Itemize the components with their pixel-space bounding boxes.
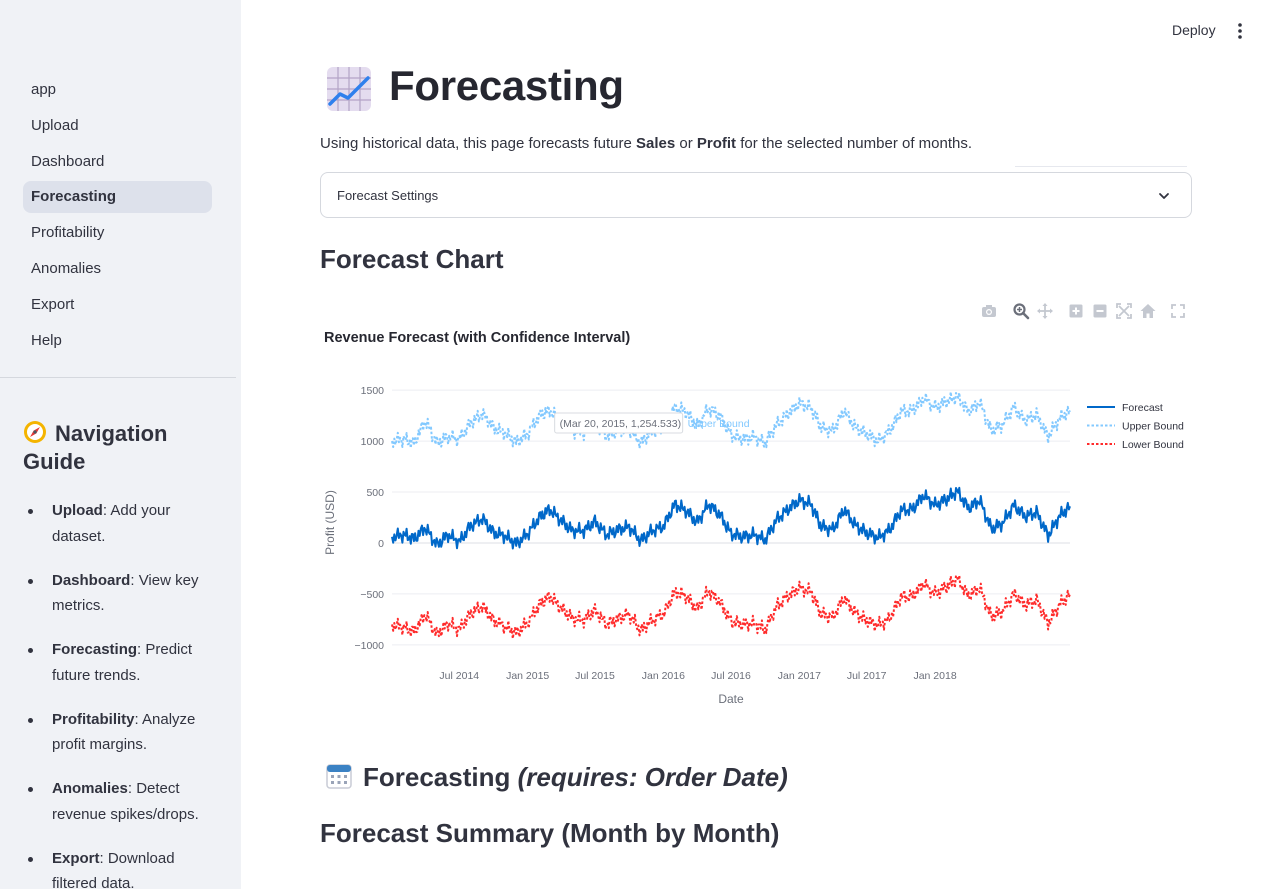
guide-term: Dashboard bbox=[52, 571, 131, 589]
forecast-chart[interactable]: Revenue Forecast (with Confidence Interv… bbox=[320, 320, 1200, 715]
more-options-icon[interactable] bbox=[1233, 20, 1247, 42]
intro-profit: Profit bbox=[696, 135, 737, 152]
forecast-summary-heading: Forecast Summary (Month by Month) bbox=[320, 818, 780, 848]
divider bbox=[1015, 166, 1187, 167]
chevron-down-icon bbox=[1159, 193, 1169, 199]
legend-label[interactable]: Forecast bbox=[1122, 402, 1163, 414]
autoscale-icon[interactable] bbox=[1115, 302, 1133, 320]
forecast-settings-expander[interactable]: Forecast Settings bbox=[320, 172, 1192, 218]
intro-text: Using historical data, this page forecas… bbox=[320, 135, 972, 152]
reset-axes-icon[interactable] bbox=[1139, 302, 1157, 320]
pan-icon[interactable] bbox=[1036, 302, 1054, 320]
zoom-in-icon[interactable] bbox=[1067, 302, 1085, 320]
fullscreen-icon[interactable] bbox=[1169, 302, 1187, 320]
sidebar-item-help[interactable]: Help bbox=[31, 331, 62, 349]
intro-mid: or bbox=[675, 135, 697, 152]
y-tick-labels: 1500 1000 500 0 −500 −1000 bbox=[355, 385, 385, 652]
section-heading-note: (requires: Order Date) bbox=[517, 762, 788, 792]
sidebar-nav: app Upload Dashboard Forecasting Profita… bbox=[23, 74, 212, 360]
x-tick-label: Jul 2015 bbox=[575, 670, 615, 682]
expander-label: Forecast Settings bbox=[337, 188, 439, 203]
legend-label[interactable]: Lower Bound bbox=[1122, 439, 1184, 451]
x-tick-labels: Jul 2014 Jan 2015 Jul 2015 Jan 2016 Jul 2016… bbox=[439, 670, 956, 682]
intro-sales: Sales bbox=[636, 135, 676, 152]
list-item: Anomalies: Detect revenue spikes/drops. bbox=[23, 776, 223, 827]
camera-icon[interactable] bbox=[980, 302, 998, 320]
chart-increasing-icon bbox=[327, 67, 371, 111]
hover-box bbox=[554, 412, 684, 434]
hover-text: (Mar 20, 2015, 1,254.533) bbox=[560, 418, 681, 430]
navigation-guide-list: Upload: Add your dataset. Dashboard: Vie… bbox=[23, 498, 223, 889]
sidebar-item-app[interactable]: app bbox=[31, 81, 57, 98]
sidebar-item-dashboard[interactable]: Dashboard bbox=[31, 152, 105, 170]
guide-desc: : Detect revenue spikes/drops. bbox=[52, 780, 199, 823]
page-title: Forecasting bbox=[389, 62, 624, 109]
chart-series bbox=[391, 391, 1071, 640]
guide-term: Profitability bbox=[52, 710, 135, 728]
y-axis-label: Profit (USD) bbox=[323, 490, 337, 555]
x-tick-label: Jan 2016 bbox=[642, 670, 685, 682]
guide-term: Forecasting bbox=[52, 641, 138, 658]
x-tick-label: Jan 2018 bbox=[913, 670, 956, 682]
forecast-chart-heading: Forecast Chart bbox=[320, 244, 504, 274]
guide-term: Anomalies bbox=[52, 780, 128, 797]
y-tick-label: −500 bbox=[360, 589, 384, 601]
list-item: Upload: Add your dataset. bbox=[23, 498, 223, 549]
sidebar-item-profitability[interactable]: Profitability bbox=[31, 224, 105, 242]
y-tick-label: −1000 bbox=[355, 640, 385, 652]
sidebar-item-export[interactable]: Export bbox=[31, 295, 75, 313]
chart-legend: Forecast Upper Bound Lower Bound bbox=[1087, 402, 1184, 451]
zoom-out-icon[interactable] bbox=[1091, 302, 1109, 320]
x-tick-label: Jul 2016 bbox=[711, 670, 751, 682]
navigation-guide-heading: Navigation Guide bbox=[23, 420, 223, 476]
series-line-upper-bound[interactable] bbox=[391, 391, 1071, 450]
hover-series-name: Upper Bound bbox=[688, 418, 750, 430]
sidebar-item-upload[interactable]: Upload bbox=[31, 116, 79, 134]
guide-desc: : Add your dataset. bbox=[52, 502, 171, 545]
sidebar: app Upload Dashboard Forecasting Profita… bbox=[0, 0, 241, 889]
forecasting-section-heading: Forecasting (requires: Order Date) bbox=[325, 762, 788, 793]
compass-icon bbox=[24, 421, 46, 443]
guide-term: Export bbox=[52, 849, 100, 867]
y-tick-label: 1500 bbox=[361, 385, 385, 397]
series-line-lower-bound[interactable] bbox=[391, 574, 1071, 640]
x-axis-label: Date bbox=[718, 692, 744, 706]
sidebar-divider bbox=[0, 377, 236, 378]
chart-title: Revenue Forecast (with Confidence Interv… bbox=[324, 330, 630, 346]
intro-pre: Using historical data, this page forecas… bbox=[320, 135, 636, 152]
chart-hover-label: (Mar 20, 2015, 1,254.533) Upper Bound bbox=[554, 412, 750, 434]
sidebar-item-forecasting[interactable]: Forecasting bbox=[23, 181, 212, 214]
intro-post: for the selected number of months. bbox=[736, 135, 973, 152]
x-tick-label: Jul 2014 bbox=[439, 670, 479, 682]
sidebar-item-anomalies[interactable]: Anomalies bbox=[31, 259, 102, 277]
list-item: Profitability: Analyze profit margins. bbox=[23, 707, 223, 758]
section-heading-text: Forecasting bbox=[363, 762, 511, 792]
list-item: Export: Download filtered data. bbox=[23, 846, 223, 889]
guide-desc: : Analyze profit margins. bbox=[52, 710, 196, 754]
zoom-icon[interactable] bbox=[1012, 302, 1030, 320]
x-tick-label: Jul 2017 bbox=[847, 670, 887, 682]
x-tick-label: Jan 2017 bbox=[778, 670, 821, 682]
guide-desc: : Predict future trends. bbox=[52, 641, 193, 684]
deploy-button[interactable]: Deploy bbox=[1172, 22, 1216, 38]
series-line-forecast[interactable] bbox=[391, 486, 1071, 550]
navigation-guide-title: Navigation Guide bbox=[23, 421, 168, 474]
guide-desc: : Download filtered data. bbox=[52, 849, 175, 889]
y-tick-label: 500 bbox=[366, 487, 384, 499]
legend-label[interactable]: Upper Bound bbox=[1122, 421, 1184, 433]
y-tick-label: 1000 bbox=[361, 436, 385, 448]
list-item: Dashboard: View key metrics. bbox=[23, 568, 223, 619]
calendar-icon bbox=[326, 764, 352, 789]
list-item: Forecasting: Predict future trends. bbox=[23, 637, 223, 688]
guide-term: Upload bbox=[52, 502, 103, 519]
guide-desc: : View key metrics. bbox=[52, 571, 199, 615]
x-tick-label: Jan 2015 bbox=[506, 670, 549, 682]
y-tick-label: 0 bbox=[378, 538, 384, 550]
